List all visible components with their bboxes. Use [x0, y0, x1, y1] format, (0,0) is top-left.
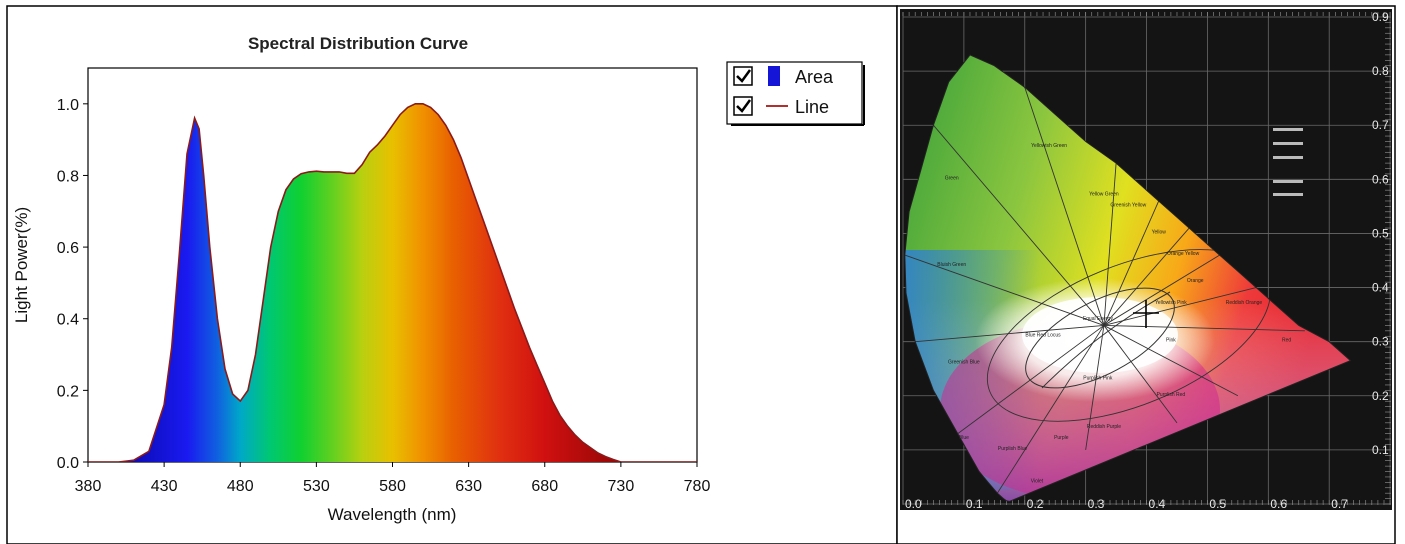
- cie-region-label: Blue: [959, 435, 969, 441]
- cie-region-label: Yellowish Green: [1031, 143, 1067, 149]
- y-axis-label: Light Power(%): [12, 207, 31, 323]
- x-tick-label: 380: [75, 478, 102, 495]
- cie-x-tick-label: 0.2: [1027, 497, 1044, 511]
- checkmark-icon: [736, 69, 752, 83]
- x-tick-label: 430: [151, 478, 178, 495]
- legend-item-area[interactable]: Area: [733, 66, 834, 87]
- cie-x-tick-label: 0.4: [1149, 497, 1166, 511]
- cie-grid: [902, 12, 1391, 505]
- cie-x-tick-label: 0.0: [905, 497, 922, 511]
- cie-x-tick-label: 0.7: [1331, 497, 1348, 511]
- checkmark-icon: [736, 99, 752, 113]
- cie-region-label: Bluish Green: [937, 262, 966, 268]
- y-tick-label: 0.4: [57, 312, 79, 329]
- cie-y-tick-label: 0.1: [1372, 443, 1389, 457]
- cie-y-tick-label: 0.2: [1372, 389, 1389, 403]
- spectrum-area: [88, 103, 697, 462]
- x-tick-label: 780: [684, 478, 711, 495]
- cie-region-label: Reddish Purple: [1087, 424, 1121, 430]
- cie-x-tick-label: 0.5: [1209, 497, 1226, 511]
- x-tick-label: 580: [379, 478, 406, 495]
- cie-x-ticks: 0.0 0.1 0.2 0.3 0.4 0.5 0.6 0.7: [905, 497, 1348, 511]
- legend-label-line: Line: [795, 97, 829, 117]
- cie-region-label: Yellowish Pink: [1155, 300, 1187, 306]
- x-tick-label: 730: [608, 478, 635, 495]
- cie-region-label: Pink: [1166, 338, 1176, 344]
- y-tick-label: 1.0: [57, 97, 79, 114]
- area-swatch: [768, 66, 780, 86]
- chart-title: Spectral Distribution Curve: [248, 34, 468, 53]
- cie-y-tick-label: 0.7: [1372, 118, 1389, 132]
- cie-region-label: Purplish Pink: [1083, 376, 1113, 382]
- cie-region-label: Violet: [1031, 478, 1044, 484]
- legend-label-area: Area: [795, 67, 834, 87]
- cie-region-label: Red: [1282, 338, 1291, 344]
- cie-y-tick-label: 0.3: [1372, 335, 1389, 349]
- blackbody-locus: [1041, 291, 1171, 389]
- cie-region-label: Purple: [1054, 435, 1069, 441]
- cie-region-label: Orange: [1187, 278, 1204, 284]
- x-tick-label: 480: [227, 478, 254, 495]
- x-axis-ticks: 380 430 480 530 580 630 680 730 780: [75, 462, 711, 495]
- legend-item-line[interactable]: Line: [733, 96, 829, 117]
- cie-region-label: Purplish Blue: [998, 446, 1028, 452]
- cie-x-tick-label: 0.6: [1270, 497, 1287, 511]
- cie-region-label: Purplish Red: [1157, 392, 1186, 398]
- x-tick-label: 680: [531, 478, 558, 495]
- legend: Area Line: [726, 61, 865, 126]
- y-tick-label: 0.0: [57, 455, 79, 472]
- cie-region-label: Blue Red Locus: [1025, 332, 1061, 338]
- x-tick-label: 530: [303, 478, 330, 495]
- blackbody-ellipse: [1025, 287, 1175, 389]
- cie-y-tick-label: 0.4: [1372, 281, 1389, 295]
- y-axis-ticks: 0.0 0.2 0.4 0.6 0.8 1.0: [57, 97, 88, 472]
- cie-region-label: Greenish Blue: [948, 359, 980, 365]
- cie-x-tick-label: 0.3: [1088, 497, 1105, 511]
- cie-region-label: Green: [945, 175, 959, 181]
- cie-source-readouts: [1273, 128, 1303, 196]
- cie-region-label: Orange Yellow: [1167, 251, 1200, 257]
- cie-y-tick-label: 0.8: [1372, 64, 1389, 78]
- cie-region-label: Yellow Green: [1089, 192, 1119, 198]
- cie-x-tick-label: 0.1: [966, 497, 983, 511]
- cie-region-labels: Green Yellowish Green Yellow Green Greenish…: [937, 143, 1291, 484]
- cie-y-ticks: 0.1 0.2 0.3 0.4 0.5 0.6 0.7 0.8 0.9: [1372, 10, 1389, 457]
- spectral-plot-area: 380 430 480 530 580 630 680 730 780 0.0 0.2 0.4 0.6…: [57, 67, 711, 495]
- y-tick-label: 0.2: [57, 383, 79, 400]
- y-tick-label: 0.8: [57, 168, 79, 185]
- cie-y-tick-label: 0.9: [1372, 10, 1389, 24]
- cie-y-tick-label: 0.5: [1372, 226, 1389, 240]
- cie-spectral-locus: [904, 54, 1352, 502]
- x-axis-label: Wavelength (nm): [328, 505, 457, 524]
- cie-region-label: Greenish Yellow: [1110, 202, 1146, 208]
- spectrum-line: [88, 103, 697, 462]
- cie-y-tick-label: 0.6: [1372, 172, 1389, 186]
- cie-region-label: Equal Energy: [1083, 316, 1114, 322]
- y-tick-label: 0.6: [57, 240, 79, 257]
- marker-cross: [1133, 300, 1159, 328]
- x-tick-label: 630: [455, 478, 482, 495]
- cie-diagram: Green Yellowish Green Yellow Green Greenish…: [900, 9, 1392, 511]
- cie-region-label: Yellow: [1152, 229, 1167, 235]
- cie-region-label: Reddish Orange: [1226, 300, 1263, 306]
